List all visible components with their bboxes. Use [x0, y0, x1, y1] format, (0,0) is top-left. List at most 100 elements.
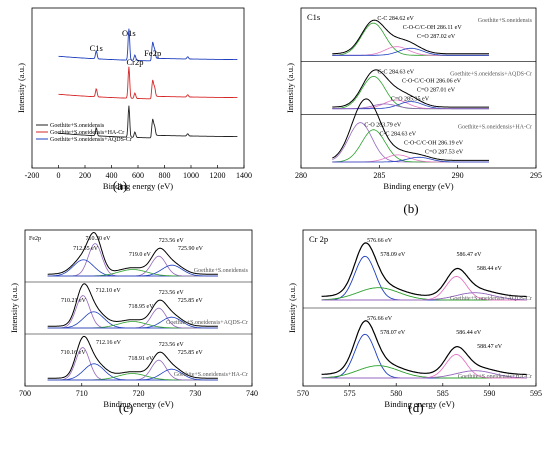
component-label: C-O-C/C-OH 286.06 eV [402, 78, 462, 84]
peak-label: C1s [90, 43, 103, 53]
plot-frame [300, 7, 537, 169]
peak-label: 723.56 eV [159, 290, 185, 296]
survey-series-line [58, 28, 238, 62]
peak-label: 586.44 eV [456, 330, 482, 336]
panel-title: Fe2p [29, 236, 41, 242]
fit-component-line [47, 368, 218, 381]
fit-component-line [332, 47, 489, 56]
peak-label: 588.47 eV [477, 344, 503, 350]
sample-name: Goethite+S.oneidensis+AQDS-Cr [450, 296, 532, 302]
peak-label: 718.91 eV [128, 356, 154, 362]
component-label: C=O 287.01 eV [417, 87, 456, 93]
panel-c: 700 710 720 730 740 Binding energy (eV) Intens… [9, 229, 258, 415]
sample-name: Goethite+S.oneidensis [194, 268, 249, 274]
peak-label: 578.09 eV [380, 252, 406, 258]
x-tick-label: 580 [390, 389, 402, 398]
component-label: C-O-C/C-OH 286.11 eV [403, 25, 463, 31]
panel-label: (a) [113, 178, 127, 193]
x-tick-label: 1000 [183, 171, 199, 180]
fit-component-line [47, 264, 218, 277]
sample-name: Goethite+S.oneidensis+HA-Cr [458, 374, 532, 380]
x-tick-label: 575 [344, 389, 356, 398]
peak-label: 725.90 eV [178, 246, 204, 252]
peak-label: 723.56 eV [159, 342, 185, 348]
y-axis-label: Intensity (a.u.) [9, 283, 19, 333]
sample-name: Goethite+S.oneidensis [478, 18, 533, 24]
peak-label: 712.35 eV [73, 246, 99, 252]
panel-a: -200 0 200 400 600 800 1000 1200 1400 Binding ene… [16, 7, 252, 193]
peak-label: 712.16 eV [96, 340, 122, 346]
peak-label: Fe2p [144, 48, 161, 58]
x-tick-label: 730 [189, 389, 201, 398]
x-tick-label: 740 [246, 389, 258, 398]
component-label: C-O 283.79 eV [364, 123, 401, 129]
y-axis-label: Intensity (a.u.) [16, 63, 26, 113]
x-tick-label: 0 [57, 171, 61, 180]
x-tick-label: 280 [295, 171, 307, 180]
sample-name: Goethite+S.oneidensis+AQDS-Cr [166, 320, 248, 326]
panel-d: 570 575 580 585 590 595 Binding energy (eV) Int… [287, 229, 542, 415]
peak-label: 710.16 eV [61, 350, 87, 356]
peak-label: 588.44 eV [477, 266, 503, 272]
x-axis-label: Binding energy (eV) [384, 399, 454, 409]
panel-label: (c) [119, 400, 133, 415]
legend-entry: Goethite+S.oneidensis+HA-Cr [50, 130, 124, 136]
panel-label: (d) [408, 400, 423, 415]
envelope-line [47, 283, 218, 327]
sample-name: Goethite+S.oneidensis+HA-Cr [458, 125, 532, 131]
envelope-line [321, 242, 527, 298]
fit-component-line [321, 333, 527, 379]
x-axis-label: Binding energy (eV) [383, 181, 453, 191]
sample-name: Goethite+S.oneidensis+HA-Cr [174, 372, 248, 378]
x-tick-label: 585 [437, 389, 449, 398]
x-tick-label: 200 [79, 171, 91, 180]
x-tick-label: 595 [530, 389, 542, 398]
fit-component-line [47, 316, 218, 329]
x-tick-label: 710 [76, 389, 88, 398]
peak-label: 725.85 eV [178, 298, 204, 304]
fit-component-line [332, 156, 489, 163]
legend-entry: Goethite+S.oneidensis [50, 123, 105, 129]
fit-component-line [332, 101, 489, 110]
plot-frame [31, 7, 245, 169]
x-tick-label: 600 [132, 171, 144, 180]
survey-series-line [58, 105, 238, 139]
peak-label: 723.56 eV [159, 238, 185, 244]
peak-label: 710.21 eV [61, 298, 87, 304]
x-tick-label: 800 [159, 171, 171, 180]
component-label: C-C 284.62 eV [377, 16, 414, 22]
component-label: C=O 287.02 eV [417, 34, 456, 40]
component-label: C=O 285.35 eV [391, 96, 430, 102]
sample-name: Goethite+S.oneidensis+AQDS-Cr [450, 71, 532, 77]
panel-label: (b) [403, 201, 418, 216]
peak-label: 719.0 eV [129, 252, 152, 258]
x-tick-label: 720 [133, 389, 145, 398]
x-tick-label: 570 [297, 389, 309, 398]
fit-component-line [321, 255, 527, 301]
peak-label: 576.66 eV [367, 316, 393, 322]
x-tick-label: 400 [106, 171, 118, 180]
envelope-line [321, 320, 527, 376]
component-label: C-C 284.63 eV [378, 69, 415, 75]
fit-component-line [321, 370, 527, 379]
x-tick-label: 290 [452, 171, 464, 180]
peak-label: 586.47 eV [457, 252, 483, 258]
x-tick-label: -200 [25, 171, 40, 180]
panel-title: C1s [307, 12, 320, 22]
peak-label: Cr2p [126, 57, 143, 67]
component-label: C-C 284.63 eV [380, 132, 417, 138]
peak-label: O1s [122, 28, 136, 38]
legend: Goethite+S.oneidensisGoethite+S.oneidens… [36, 123, 132, 143]
y-axis-label: Intensity (a.u.) [285, 63, 295, 113]
x-tick-label: 700 [19, 389, 31, 398]
legend-entry: Goethite+S.oneidensis+AQDS-Cr [50, 137, 132, 143]
x-axis-label: Binding energy (eV) [103, 181, 173, 191]
panel-b: 280 285 290 295 Binding energy (eV) Intensity… [285, 7, 542, 216]
peak-label: 576.66 eV [367, 238, 393, 244]
x-axis-label: Binding energy (eV) [103, 399, 173, 409]
envelope-line [332, 19, 489, 55]
envelope-line [47, 335, 218, 379]
component-label: C=O 287.53 eV [425, 150, 464, 156]
peak-label: 725.85 eV [178, 350, 204, 356]
